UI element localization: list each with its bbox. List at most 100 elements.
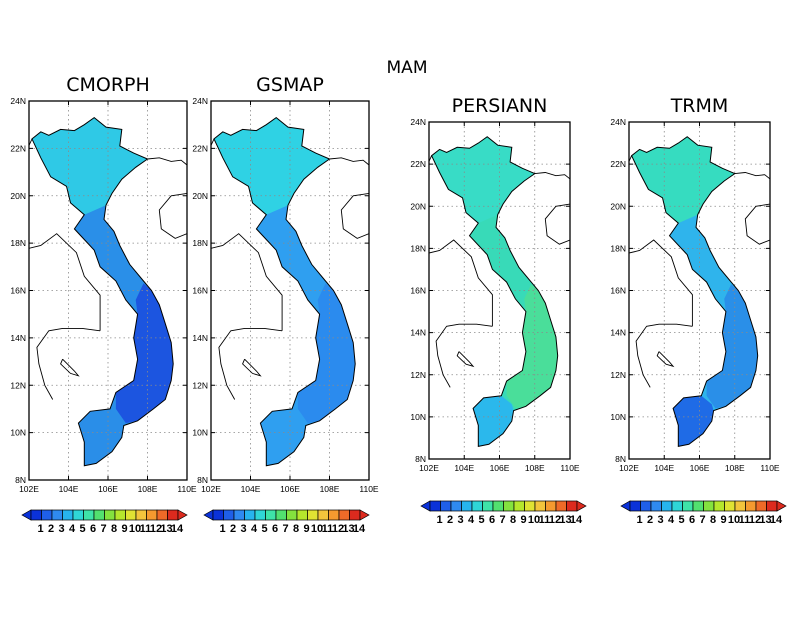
precip-south [297, 283, 356, 424]
colorbar-swatch [167, 509, 179, 521]
colorbar-swatch [524, 500, 536, 512]
colorbar-swatch [125, 509, 137, 521]
vietnam-outline [213, 116, 356, 467]
colorbar-label: 6 [689, 514, 695, 526]
lat-tick-label: 14N [10, 333, 26, 343]
lat-tick-label: 16N [10, 286, 26, 296]
lon-tick-label: 108E [725, 463, 745, 473]
lat-tick-label: 8N [415, 454, 426, 464]
lon-tick-label: 110E [177, 484, 197, 494]
map-area [629, 122, 770, 459]
colorbar-label: 1 [37, 523, 43, 535]
cambodia-border [635, 323, 693, 388]
colorbar-swatch [307, 509, 319, 521]
lat-tick-label: 10N [410, 412, 426, 422]
map-area [211, 101, 369, 480]
colorbar-high-arrow [359, 509, 370, 521]
colorbar-label: 3 [457, 514, 463, 526]
colorbar-swatch [492, 500, 504, 512]
lon-tick-label: 102E [619, 463, 639, 473]
colorbar-label: 2 [230, 523, 236, 535]
colorbar-low-arrow [620, 500, 631, 512]
colorbar-label: 4 [251, 523, 258, 535]
lon-tick-label: 110E [560, 463, 580, 473]
colorbar-swatch [671, 500, 683, 512]
colorbar-label: 1 [219, 523, 225, 535]
lon-tick-label: 102E [419, 463, 439, 473]
colorbar-swatch [72, 509, 84, 521]
lat-tick-label: 24N [10, 96, 26, 106]
china-coast [329, 157, 369, 166]
colorbar-swatch [254, 509, 266, 521]
colorbar-label: 5 [79, 523, 85, 535]
colorbar-swatch [328, 509, 340, 521]
colorbar-swatch [545, 500, 557, 512]
colorbar-swatch [317, 509, 329, 521]
laos-border [29, 138, 101, 331]
hainan-coast [544, 203, 570, 245]
lon-tick-label: 108E [525, 463, 545, 473]
precip-south [506, 284, 558, 409]
vietnam-outline [430, 136, 559, 448]
lat-tick-label: 18N [610, 243, 626, 253]
lon-tick-label: 110E [359, 484, 379, 494]
lat-tick-label: 12N [192, 380, 208, 390]
colorbar-swatch [223, 509, 235, 521]
precip-south [115, 283, 174, 424]
colorbar-swatch [296, 509, 308, 521]
colorbar-label: 11 [322, 523, 334, 535]
lat-tick-label: 18N [410, 243, 426, 253]
colorbar-label: 10 [728, 514, 740, 526]
colorbar-swatch [471, 500, 483, 512]
colorbar-swatch [692, 500, 704, 512]
lat-tick-label: 16N [410, 286, 426, 296]
precip-north [631, 136, 735, 224]
colorbar-label: 3 [240, 523, 246, 535]
colorbar-swatch [650, 500, 662, 512]
lat-tick-label: 12N [10, 380, 26, 390]
lon-tick-label: 106E [490, 463, 510, 473]
tonle-sap-lake [456, 351, 475, 368]
laos-border [211, 138, 283, 331]
colorbar-label: 7 [699, 514, 705, 526]
colorbar-label: 13 [342, 523, 354, 535]
china-coast [734, 172, 770, 180]
colorbar-label: 4 [668, 514, 675, 526]
colorbar-label: 12 [332, 523, 344, 535]
panel-title: CMORPH [66, 74, 150, 96]
colorbar-label: 1 [636, 514, 642, 526]
lon-tick-label: 102E [19, 484, 39, 494]
lat-tick-label: 22N [610, 159, 626, 169]
hainan-coast [158, 192, 187, 239]
lon-tick-label: 102E [201, 484, 221, 494]
colorbar-label: 5 [261, 523, 267, 535]
colorbar-swatch [566, 500, 578, 512]
lat-tick-label: 18N [10, 238, 26, 248]
colorbar-label: 12 [549, 514, 561, 526]
cambodia-border [36, 327, 101, 400]
colorbar-swatch [766, 500, 778, 512]
lat-tick-label: 22N [192, 143, 208, 153]
colorbar-high-arrow [776, 500, 787, 512]
lat-tick-label: 12N [610, 370, 626, 380]
colorbar-label: 14 [171, 523, 184, 535]
lat-tick-label: 24N [192, 96, 208, 106]
colorbar-swatch [429, 500, 441, 512]
colorbar-swatch [440, 500, 452, 512]
hainan-coast [340, 192, 369, 239]
colorbar-label: 4 [69, 523, 76, 535]
lon-tick-label: 104E [654, 463, 674, 473]
colorbar-label: 7 [282, 523, 288, 535]
colorbar-label: 8 [710, 514, 716, 526]
map-area [29, 101, 187, 480]
colorbar-label: 2 [647, 514, 653, 526]
colorbar-label: 3 [657, 514, 663, 526]
precip-delta [673, 395, 714, 447]
colorbar-label: 9 [121, 523, 127, 535]
lat-tick-label: 24N [610, 117, 626, 127]
